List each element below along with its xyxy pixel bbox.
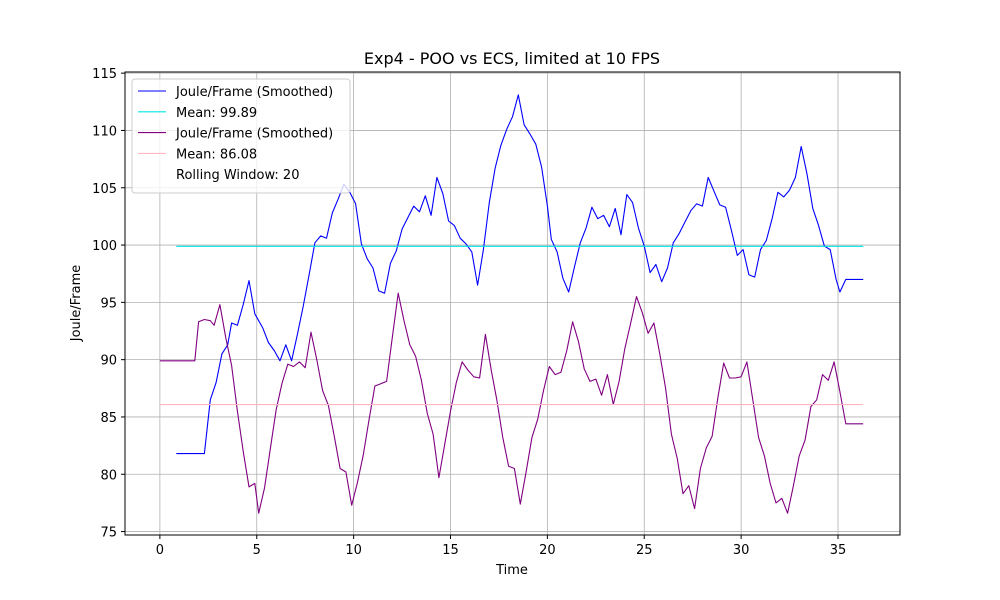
x-tick-label: 15 — [442, 543, 459, 558]
y-tick-label: 105 — [92, 182, 117, 197]
legend-label: Mean: 99.89 — [176, 106, 257, 121]
y-axis-ticks: 75 80 85 90 95 100 105 110 115 — [92, 67, 125, 541]
series-lines — [159, 94, 864, 514]
y-axis-label: Joule/Frame — [69, 265, 84, 343]
y-tick-label: 95 — [100, 296, 117, 311]
x-tick-label: 30 — [733, 543, 750, 558]
y-tick-label: 75 — [100, 526, 117, 541]
x-tick-label: 10 — [345, 543, 362, 558]
y-tick-label: 80 — [100, 468, 117, 483]
x-tick-label: 0 — [156, 543, 164, 558]
legend-box — [131, 78, 351, 194]
x-axis-label: Time — [495, 563, 528, 578]
y-tick-label: 90 — [100, 354, 117, 369]
legend-label: Mean: 86.08 — [176, 147, 257, 162]
legend-label: Joule/Frame (Smoothed) — [175, 85, 333, 100]
x-tick-label: 5 — [253, 543, 261, 558]
y-tick-label: 115 — [92, 67, 117, 82]
grid-lines — [125, 72, 900, 535]
y-tick-label: 85 — [100, 411, 117, 426]
chart-title: Exp4 - POO vs ECS, limited at 10 FPS — [364, 49, 660, 68]
x-tick-label: 20 — [539, 543, 556, 558]
y-tick-label: 110 — [92, 124, 117, 139]
legend-label: Joule/Frame (Smoothed) — [175, 127, 333, 142]
legend-rolling-window-label: Rolling Window: 20 — [176, 168, 299, 183]
x-tick-label: 35 — [830, 543, 847, 558]
y-tick-label: 100 — [92, 239, 117, 254]
series-line-0 — [176, 94, 864, 455]
x-tick-label: 25 — [636, 543, 653, 558]
plot-frame — [124, 71, 901, 536]
x-axis-ticks: 0 5 10 15 20 25 30 35 — [156, 535, 847, 558]
series-line-2 — [159, 292, 864, 514]
legend: Joule/Frame (Smoothed) Mean: 99.89 Joule/F… — [131, 78, 351, 194]
